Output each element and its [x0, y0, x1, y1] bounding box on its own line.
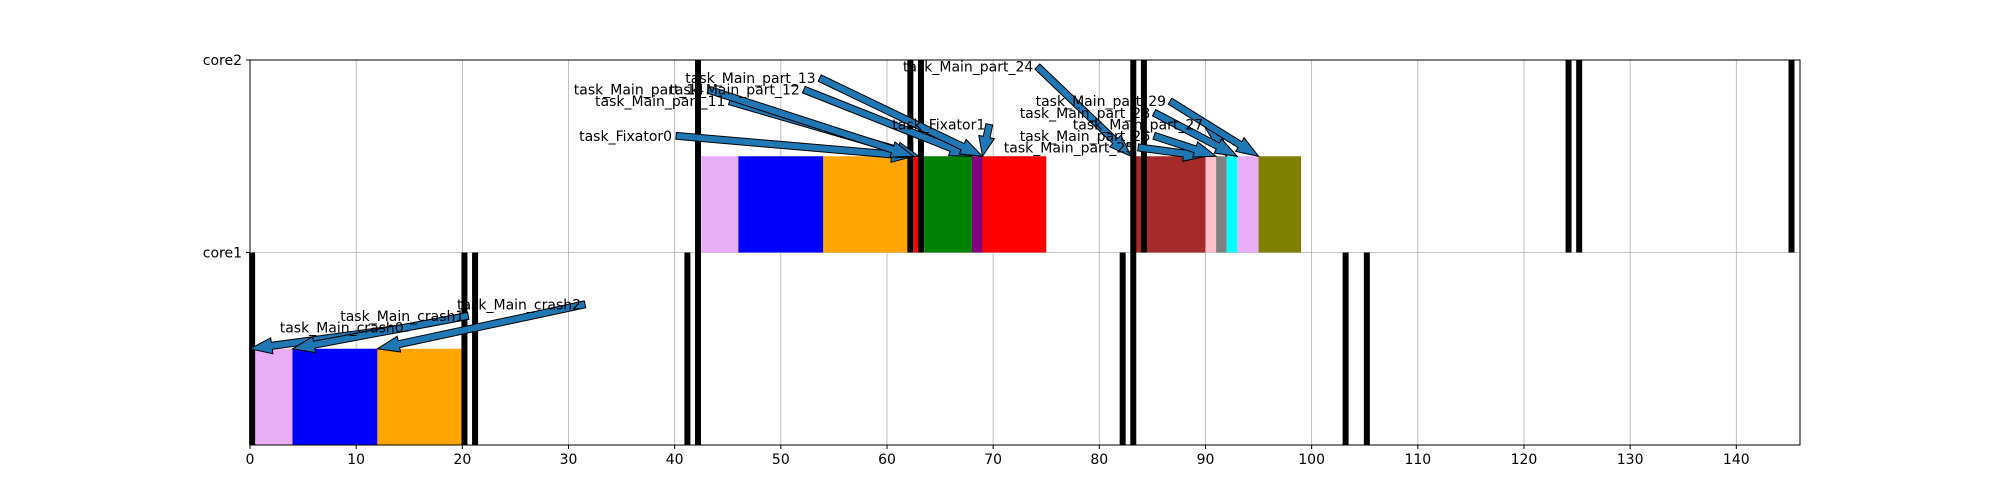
annotation-arrow [817, 74, 984, 157]
task-bar [924, 156, 972, 253]
annotation-label: task_Main_crash0 [280, 320, 404, 336]
task-bar [1226, 156, 1238, 253]
x-tick-label: 100 [1298, 452, 1325, 468]
annotation-arrow [978, 123, 996, 158]
x-tick-label: 0 [246, 452, 255, 468]
annotation-arrow [1167, 97, 1260, 158]
annotation-label: task_Main_part_12 [669, 83, 799, 99]
annotation-label: task_Main_part_13 [685, 71, 815, 87]
annotation-label: task_Main_part_26 [1020, 129, 1151, 145]
task-bar [738, 156, 824, 253]
annotation-label: task_Main_part_14 [574, 83, 705, 99]
annotation-label: task_Main_part_28 [1020, 106, 1150, 122]
annotation-arrow [291, 311, 470, 354]
annotation-label: task_Fixator1 [892, 117, 985, 133]
x-tick-label: 60 [878, 452, 896, 468]
task-bar [971, 156, 983, 253]
task-bar [250, 348, 293, 445]
annotation-arrow [706, 85, 915, 158]
core-marker [1140, 60, 1147, 253]
annotation-label: task_Main_part_11 [595, 94, 725, 110]
core-marker [1119, 252, 1126, 445]
y-tick-label: core2 [203, 53, 242, 69]
x-tick-label: 50 [772, 452, 790, 468]
core-marker [917, 60, 924, 253]
core-marker [684, 252, 691, 445]
core-marker [695, 60, 702, 253]
core-marker [1342, 252, 1349, 445]
task-bar [292, 348, 378, 445]
core-marker [472, 252, 479, 445]
core-marker [461, 252, 468, 445]
task-bar [701, 156, 739, 253]
annotation-arrow [1034, 63, 1133, 158]
annotation-label: task_Main_part_24 [903, 60, 1034, 76]
task-bar [823, 156, 909, 253]
x-tick-label: 120 [1511, 452, 1538, 468]
task-bar [1205, 156, 1217, 253]
x-tick-label: 130 [1617, 452, 1644, 468]
annotation-arrow [1152, 131, 1218, 158]
annotation-arrow [375, 300, 587, 353]
annotation-label: task_Main_crash2 [457, 297, 581, 313]
x-tick-label: 90 [1197, 452, 1215, 468]
task-bar [1216, 156, 1227, 253]
task-bar [982, 156, 1047, 253]
core-marker [695, 252, 702, 445]
annotation-label: task_Main_part_29 [1036, 94, 1166, 110]
core-marker [1130, 252, 1137, 445]
annotation-label: task_Main_part_25 [1004, 140, 1134, 156]
task-bar [1258, 156, 1302, 253]
axes-layer: 0 10 20 30 40 50 60 70 80 90 100 110 120 130 140 core1 c… [203, 53, 1750, 468]
annotation-arrow [1151, 108, 1239, 157]
x-tick-label: 10 [347, 452, 365, 468]
core-marker [1565, 60, 1572, 253]
core-marker [1576, 60, 1583, 253]
core-marker [1130, 60, 1137, 253]
x-tick-label: 70 [984, 452, 1002, 468]
task-bar [1237, 156, 1259, 253]
y-tick-label: core1 [203, 246, 242, 262]
task-bar [377, 348, 463, 445]
x-tick-label: 20 [453, 452, 471, 468]
annotation-label: task_Fixator0 [579, 129, 672, 145]
core-marker [1363, 252, 1370, 445]
annotation-label: task_Main_crash1 [340, 309, 464, 325]
annotation-label: task_Main_part_27 [1073, 117, 1203, 133]
x-tick-label: 110 [1404, 452, 1431, 468]
bars-layer [250, 156, 1302, 445]
x-tick-label: 40 [666, 452, 684, 468]
x-tick-label: 30 [560, 452, 578, 468]
core-marker [1788, 60, 1795, 253]
task-bar [913, 156, 919, 253]
arrows-layer [248, 63, 1260, 355]
labels-layer: task_Main_crash0task_Main_crash1task_Mai… [280, 60, 1203, 337]
x-tick-label: 140 [1723, 452, 1750, 468]
x-tick-label: 80 [1090, 452, 1108, 468]
